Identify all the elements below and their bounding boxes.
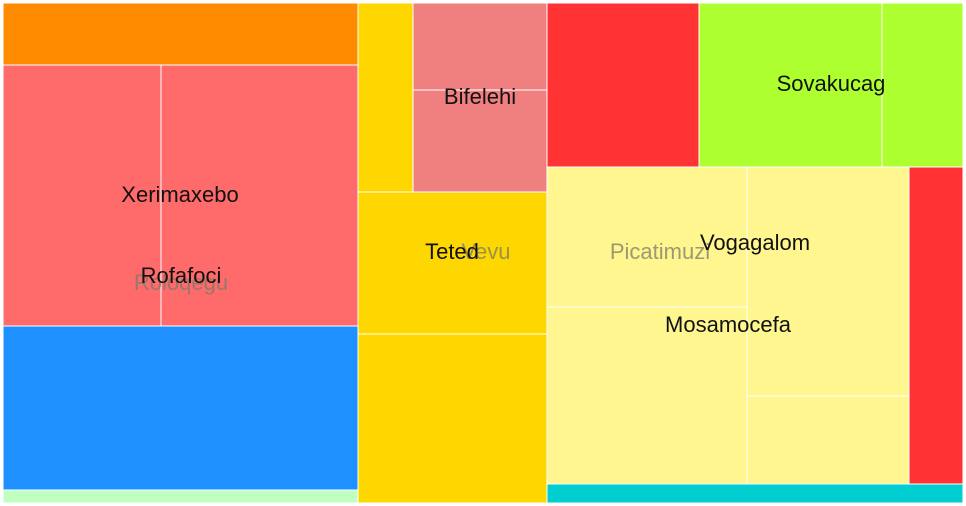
treemap-cell-6 bbox=[357, 2, 414, 193]
treemap-label-rofafoci: Rofafoci bbox=[141, 263, 222, 288]
treemap-cell-4 bbox=[2, 325, 359, 491]
treemap-label-vevu: Vevu bbox=[462, 239, 511, 264]
treemap-label-roloqegu: Roloqegu bbox=[134, 270, 228, 295]
treemap-cell-5 bbox=[2, 489, 359, 504]
treemap-label-xerimaxebo: Xerimaxebo bbox=[121, 182, 238, 207]
treemap-cell-7 bbox=[412, 2, 548, 91]
treemap-cell-8 bbox=[412, 89, 548, 193]
treemap-cell-11 bbox=[546, 2, 700, 168]
treemap-cell-15 bbox=[746, 166, 910, 397]
treemap-cell-19 bbox=[546, 483, 964, 504]
treemap-label-teted: Teted bbox=[425, 239, 479, 264]
treemap-label-sovakucag: Sovakucag bbox=[777, 71, 886, 96]
treemap-label-picatimuzi: Picatimuzi bbox=[610, 239, 710, 264]
treemap-cell-18 bbox=[908, 166, 964, 485]
treemap-label-mosamocefa: Mosamocefa bbox=[665, 312, 792, 337]
treemap-cell-10 bbox=[357, 333, 548, 504]
treemap-label-bifelehi: Bifelehi bbox=[444, 84, 516, 109]
treemap-cell-17 bbox=[746, 395, 910, 485]
treemap-cell-2 bbox=[2, 64, 162, 327]
treemap-cell-9 bbox=[357, 191, 548, 335]
treemap-label-vogagalom: Vogagalom bbox=[700, 230, 810, 255]
treemap-cell-3 bbox=[160, 64, 359, 327]
treemap-cell-16 bbox=[546, 306, 748, 485]
treemap-cell-14 bbox=[546, 166, 748, 308]
treemap-cell-13 bbox=[881, 2, 964, 168]
treemap-cell-1 bbox=[2, 2, 359, 66]
